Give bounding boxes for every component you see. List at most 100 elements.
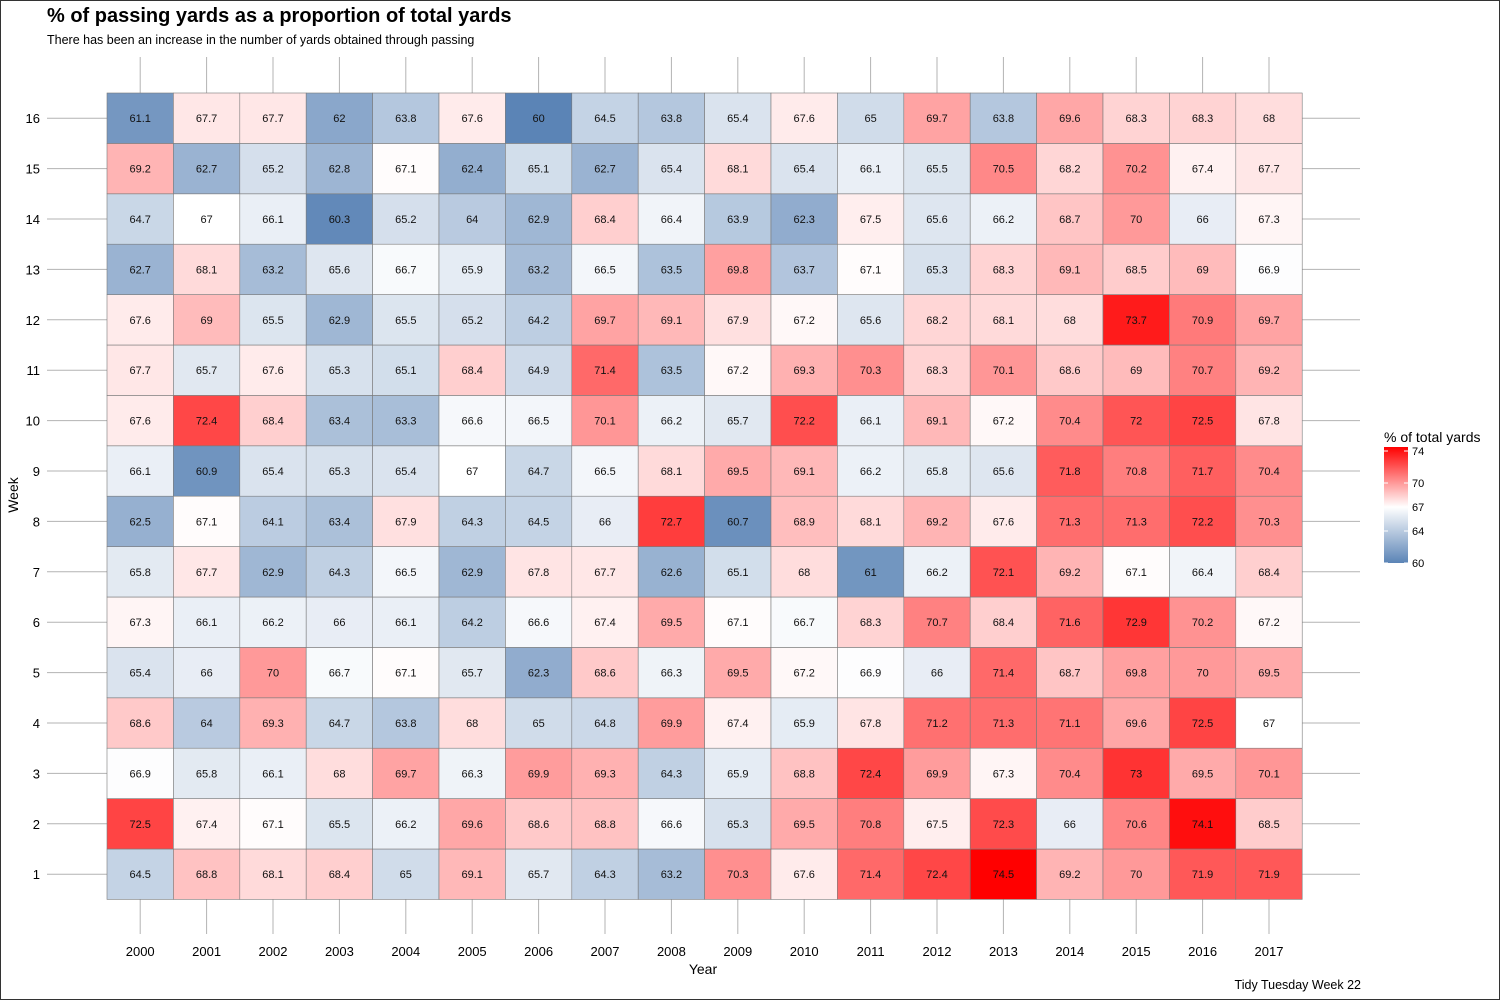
heatmap-cell [239, 294, 307, 346]
cell-value-label: 64 [200, 718, 212, 730]
heatmap-cell [770, 294, 838, 346]
heatmap-cell [1235, 193, 1303, 245]
cell-value-label: 69.8 [727, 264, 748, 276]
cell-value-label: 70.9 [1192, 315, 1213, 327]
cell-value-label: 66.2 [926, 567, 947, 579]
heatmap-cell [1036, 143, 1104, 195]
heatmap-cell [305, 495, 373, 547]
cell-value-label: 64.7 [528, 466, 549, 478]
heatmap-cell [505, 193, 573, 245]
cell-value-label: 65 [532, 718, 544, 730]
cell-value-label: 68.3 [1192, 113, 1213, 125]
cell-value-label: 69.1 [461, 869, 482, 881]
cell-value-label: 64.3 [661, 768, 682, 780]
heatmap-cell [372, 92, 440, 144]
heatmap-cell [106, 243, 174, 295]
heatmap-cell [1036, 395, 1104, 447]
cell-value-label: 68.3 [1125, 113, 1146, 125]
y-tick-label: 11 [27, 363, 41, 378]
heatmap-cell [969, 747, 1037, 799]
cell-value-label: 60 [532, 113, 544, 125]
cell-value-label: 68.4 [1258, 567, 1279, 579]
heatmap-cell [173, 798, 241, 850]
cell-value-label: 67.1 [395, 164, 416, 176]
heatmap-cell [305, 344, 373, 396]
heatmap-cell [173, 243, 241, 295]
cell-value-label: 67.1 [727, 617, 748, 629]
heatmap-cell [637, 798, 705, 850]
heatmap-cell [505, 445, 573, 497]
heatmap-cell [903, 848, 971, 900]
heatmap-cell [903, 697, 971, 749]
cell-value-label: 64.2 [528, 315, 549, 327]
cell-value-label: 72.3 [993, 819, 1014, 831]
heatmap-cell [770, 143, 838, 195]
cell-value-label: 69.9 [661, 718, 682, 730]
heatmap-cell [1102, 596, 1170, 648]
heatmap-cell [1102, 747, 1170, 799]
cell-value-label: 68.2 [1059, 164, 1080, 176]
heatmap-cell [969, 798, 1037, 850]
heatmap-cell [305, 546, 373, 598]
cell-value-label: 69.5 [793, 819, 814, 831]
heatmap-cell [770, 92, 838, 144]
heatmap-cell [571, 395, 639, 447]
heatmap-cell [704, 647, 772, 699]
heatmap-cell [1235, 647, 1303, 699]
cell-value-label: 63.2 [528, 264, 549, 276]
heatmap-cell [770, 243, 838, 295]
heatmap-cell [1235, 294, 1303, 346]
chart-title: % of passing yards as a proportion of to… [47, 5, 512, 27]
heatmap-cell [571, 798, 639, 850]
heatmap-cell [372, 445, 440, 497]
cell-value-label: 69.9 [926, 768, 947, 780]
cell-value-label: 68.1 [661, 466, 682, 478]
cell-value-label: 70.4 [1059, 768, 1080, 780]
heatmap-cell [571, 697, 639, 749]
heatmap-cell [969, 395, 1037, 447]
cell-value-label: 62.7 [594, 164, 615, 176]
cell-value-label: 62 [333, 113, 345, 125]
cell-value-label: 69.2 [1059, 869, 1080, 881]
heatmap-cell [239, 395, 307, 447]
cell-value-label: 60.3 [329, 214, 350, 226]
heatmap-cell [637, 546, 705, 598]
cell-value-label: 62.9 [262, 567, 283, 579]
cell-value-label: 63.9 [727, 214, 748, 226]
cell-value-label: 67.2 [993, 416, 1014, 428]
cell-value-label: 65 [864, 113, 876, 125]
heatmap-cell [173, 445, 241, 497]
cell-value-label: 71.1 [1059, 718, 1080, 730]
cell-value-label: 67.6 [129, 416, 150, 428]
cell-value-label: 67.7 [129, 365, 150, 377]
heatmap-cell [372, 546, 440, 598]
y-tick-label: 10 [26, 414, 40, 429]
y-tick-label: 4 [33, 716, 40, 731]
cell-value-label: 69.6 [1059, 113, 1080, 125]
heatmap-cell [438, 344, 506, 396]
heatmap-cell [372, 697, 440, 749]
heatmap-cell [837, 92, 905, 144]
cell-value-label: 62.6 [661, 567, 682, 579]
cell-value-label: 71.3 [1059, 516, 1080, 528]
heatmap-cell [372, 243, 440, 295]
cell-value-label: 66.6 [661, 819, 682, 831]
cell-value-label: 68.4 [993, 617, 1014, 629]
cell-value-label: 63.7 [793, 264, 814, 276]
cell-value-label: 69.3 [262, 718, 283, 730]
heatmap-cell [770, 647, 838, 699]
heatmap-cell [1036, 495, 1104, 547]
heatmap-cell [106, 445, 174, 497]
cell-value-label: 70.6 [1125, 819, 1146, 831]
heatmap-cell [305, 798, 373, 850]
cell-value-label: 72.5 [1192, 718, 1213, 730]
cell-value-label: 67.9 [727, 315, 748, 327]
legend-tick-label: 70 [1412, 478, 1424, 490]
x-tick-label: 2008 [657, 944, 686, 959]
cell-value-label: 65 [400, 869, 412, 881]
heatmap-cell [1169, 647, 1237, 699]
cell-value-label: 69 [1130, 365, 1142, 377]
cell-value-label: 67.9 [395, 516, 416, 528]
y-tick-label: 5 [33, 666, 40, 681]
heatmap-cell [173, 495, 241, 547]
